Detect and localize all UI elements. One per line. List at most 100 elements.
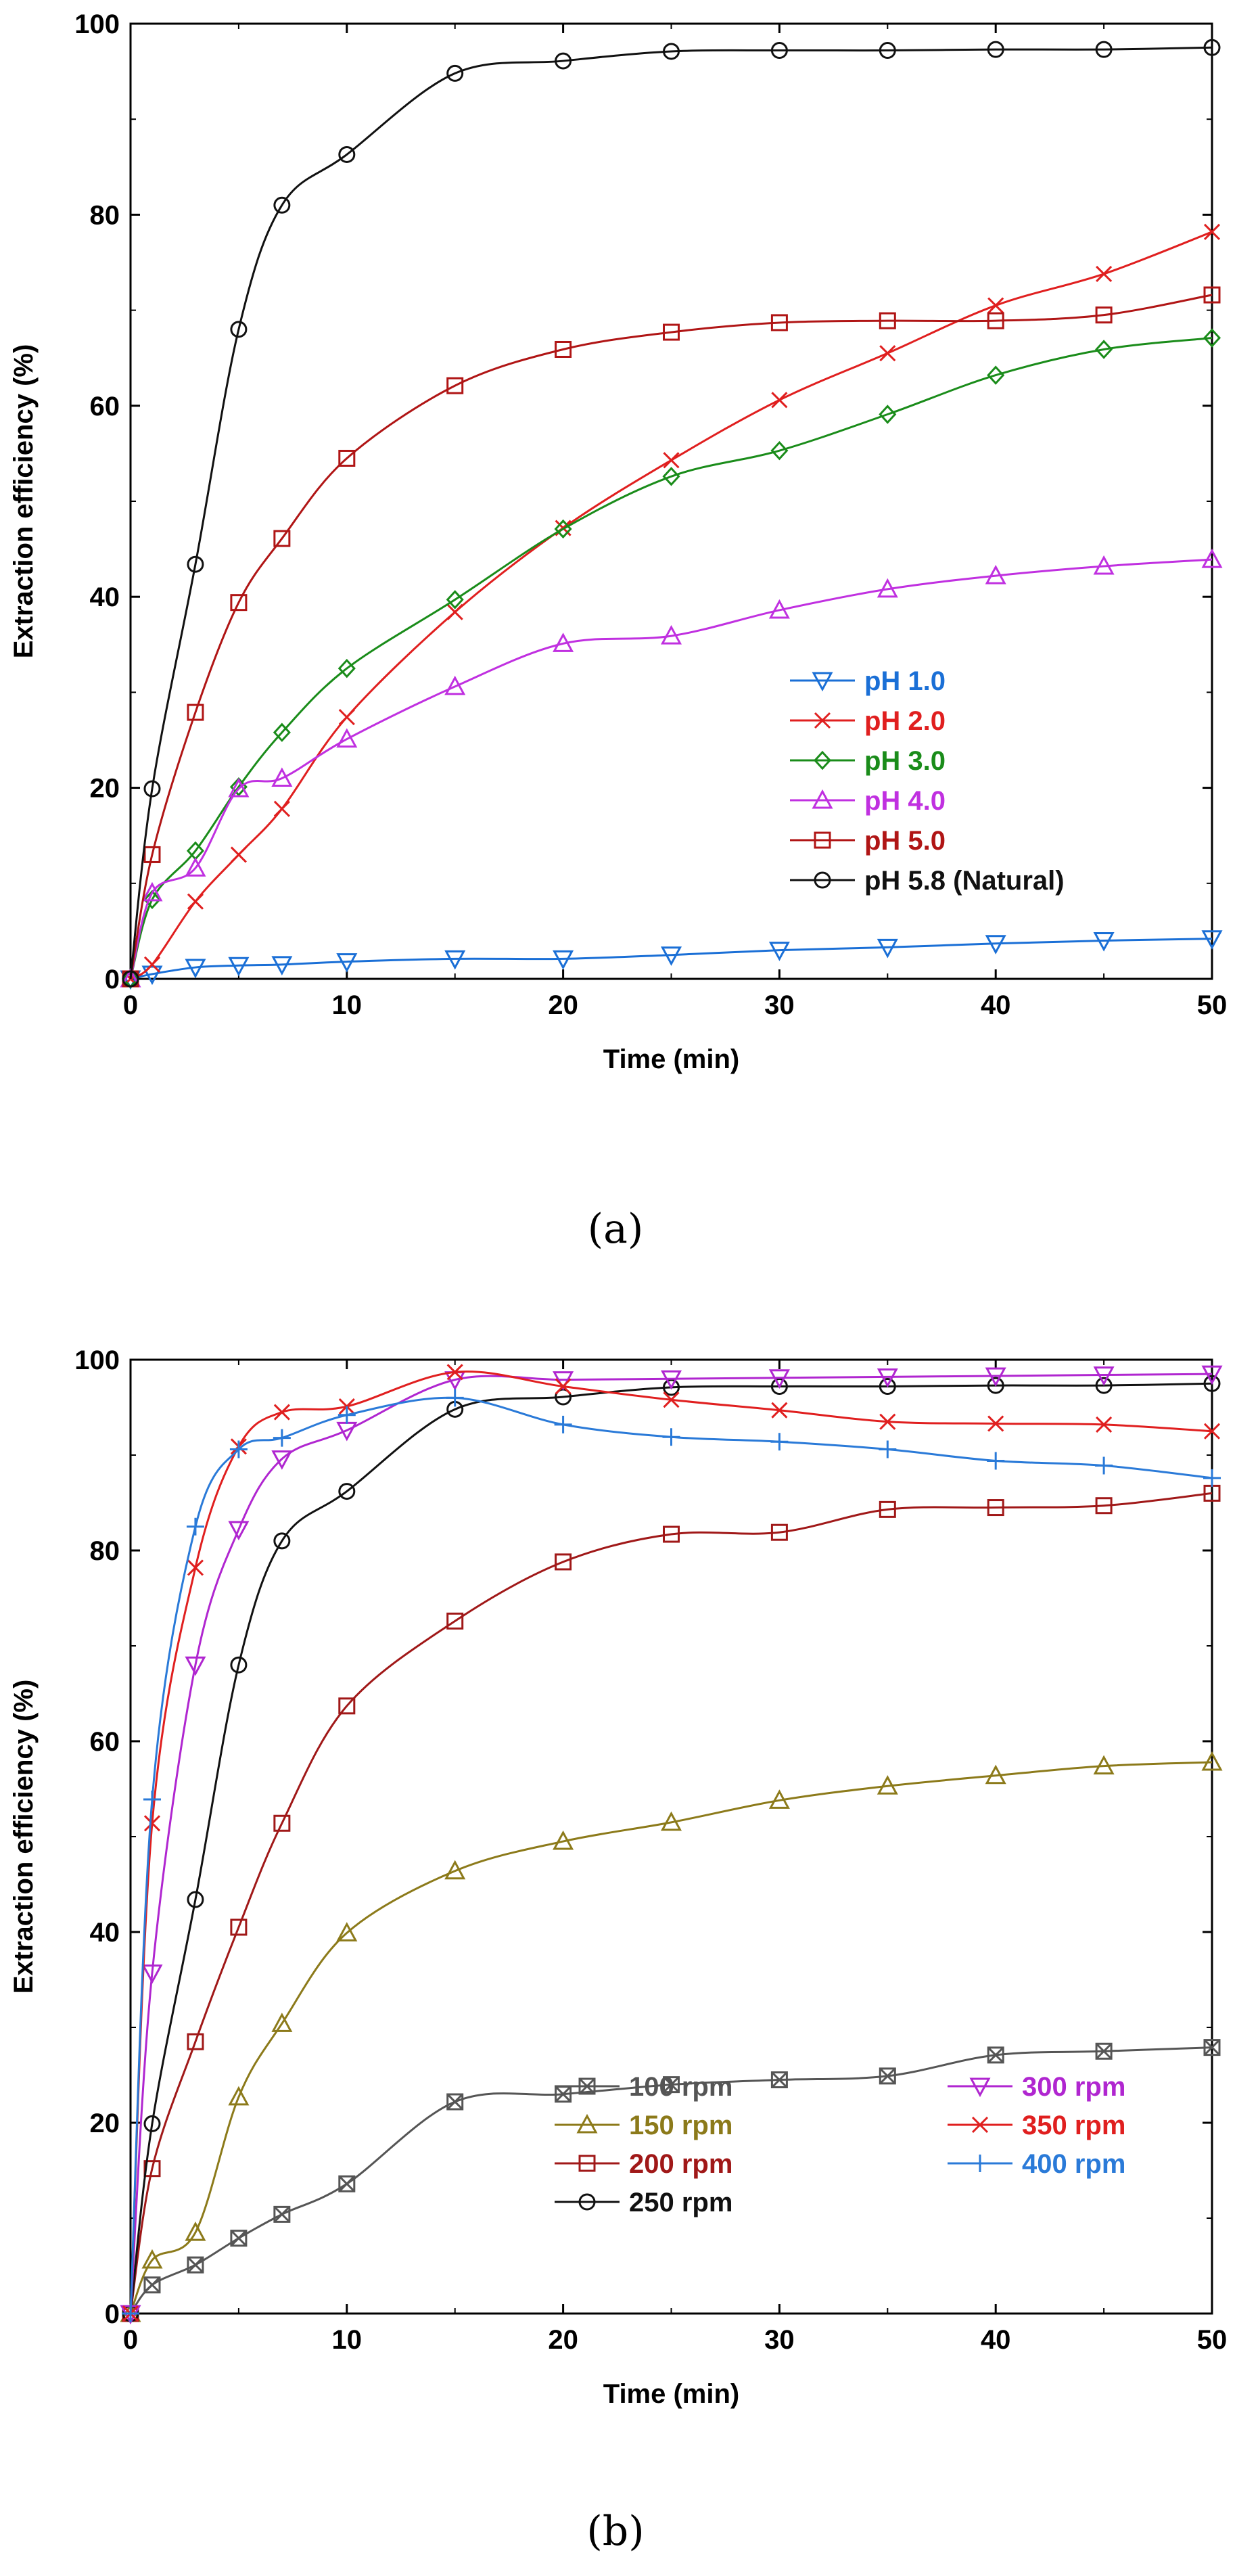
data-point: [879, 2067, 896, 2085]
data-point: [230, 594, 248, 612]
data-point: [663, 1525, 680, 1543]
x-tick-label: 0: [123, 990, 138, 1020]
data-point: [985, 1764, 1006, 1785]
series-line: [129, 1371, 1213, 2314]
chart-panel-b: 0 10 20 30 40 50 0 20 40 60 80 100 Time (min) Extract…: [9, 1346, 1227, 2555]
x-tick-label: 10: [332, 2325, 363, 2355]
data-point: [143, 780, 161, 798]
x-tick-label: 50: [1197, 2325, 1228, 2355]
data-point: [1095, 1456, 1113, 1475]
x-tick-label: 30: [764, 990, 795, 1020]
data-point: [1203, 1375, 1221, 1392]
data-point: [1203, 286, 1221, 304]
data-point: [228, 2086, 250, 2106]
data-point: [230, 1656, 248, 1674]
data-point: [143, 1815, 161, 1832]
data-point: [141, 965, 163, 986]
data-point: [879, 42, 896, 60]
data-point: [187, 2033, 204, 2050]
series-line: [129, 1373, 1213, 2314]
data-point: [553, 632, 574, 652]
y-tick-label: 0: [105, 965, 120, 994]
series-ph-3-0: [121, 328, 1221, 989]
legend: pH 1.0 pH 2.0 pH 3.0 pH 4.0 pH 5.0 pH 5.8 (Na…: [790, 666, 1065, 896]
data-point: [446, 590, 464, 610]
data-point: [228, 777, 250, 798]
panel-caption: (a): [588, 1205, 644, 1253]
data-point: [230, 1918, 248, 1936]
data-point: [187, 1559, 204, 1576]
data-point: [1201, 1365, 1223, 1385]
data-point: [273, 1532, 291, 1550]
data-point: [770, 42, 788, 60]
data-point: [185, 959, 206, 979]
data-point: [336, 728, 358, 748]
y-tick-label: 40: [90, 582, 120, 612]
series-line: [129, 46, 1213, 980]
series-300-rpm: [120, 1365, 1223, 2325]
data-point: [555, 1553, 572, 1571]
data-point: [1093, 932, 1115, 952]
y-axis-title: Extraction efficiency (%): [9, 1680, 39, 1994]
data-point: [273, 530, 291, 547]
data-point: [877, 578, 898, 598]
data-point: [1203, 223, 1221, 240]
data-point: [143, 1791, 161, 1809]
data-point: [273, 2205, 291, 2223]
data-point: [663, 323, 680, 341]
data-point: [187, 2256, 204, 2274]
data-point: [273, 800, 290, 817]
data-point: [187, 704, 204, 721]
series-350-rpm: [122, 1364, 1221, 2322]
data-point: [768, 599, 790, 619]
x-tick-label: 0: [123, 2325, 138, 2355]
legend-label: pH 5.0: [864, 826, 946, 856]
data-point: [662, 467, 680, 486]
data-point: [143, 956, 161, 973]
data-point: [446, 1612, 464, 1630]
series-line: [129, 1382, 1213, 2314]
data-point: [987, 2046, 1004, 2064]
data-point: [879, 1377, 896, 1395]
chart-panel-a: 0 10 20 30 40 50 0 20 40 60 80 100 Time (min) Extract…: [9, 9, 1227, 1253]
y-tick-label: 60: [90, 392, 120, 421]
data-point: [143, 2160, 161, 2178]
data-point: [877, 938, 898, 959]
data-point: [768, 1789, 790, 1809]
data-point: [987, 1377, 1004, 1394]
data-point: [141, 881, 163, 902]
data-point: [141, 2249, 163, 2269]
legend-label: pH 1.0: [864, 666, 946, 696]
data-point: [187, 893, 204, 910]
data-point: [143, 2115, 161, 2132]
data-point: [230, 321, 248, 338]
data-point: [228, 1521, 250, 1541]
data-point: [555, 340, 572, 358]
data-point: [660, 946, 682, 966]
data-point: [1203, 39, 1221, 56]
x-tick-label: 40: [981, 990, 1011, 1020]
data-point: [444, 950, 466, 970]
data-point: [446, 2093, 464, 2111]
legend-label: 100 rpm: [629, 2072, 732, 2102]
y-tick-label: 100: [74, 9, 120, 39]
data-point: [336, 953, 358, 973]
legend-label: pH 5.8 (Natural): [864, 866, 1065, 896]
data-point: [770, 440, 789, 461]
data-point: [273, 1429, 291, 1447]
series-100-rpm: [122, 2039, 1221, 2322]
y-tick-label: 60: [90, 1727, 120, 1757]
data-point: [768, 942, 790, 961]
data-point: [338, 449, 356, 467]
data-point: [987, 365, 1005, 385]
data-point: [337, 1406, 356, 1424]
data-point: [660, 1370, 682, 1390]
data-point: [768, 1369, 790, 1389]
data-point: [185, 2222, 206, 2241]
data-point: [1095, 2042, 1113, 2060]
data-point: [879, 405, 897, 424]
data-point: [338, 2175, 356, 2192]
x-tick-label: 30: [764, 2325, 795, 2355]
data-point: [185, 1656, 206, 1676]
data-point: [555, 52, 572, 70]
